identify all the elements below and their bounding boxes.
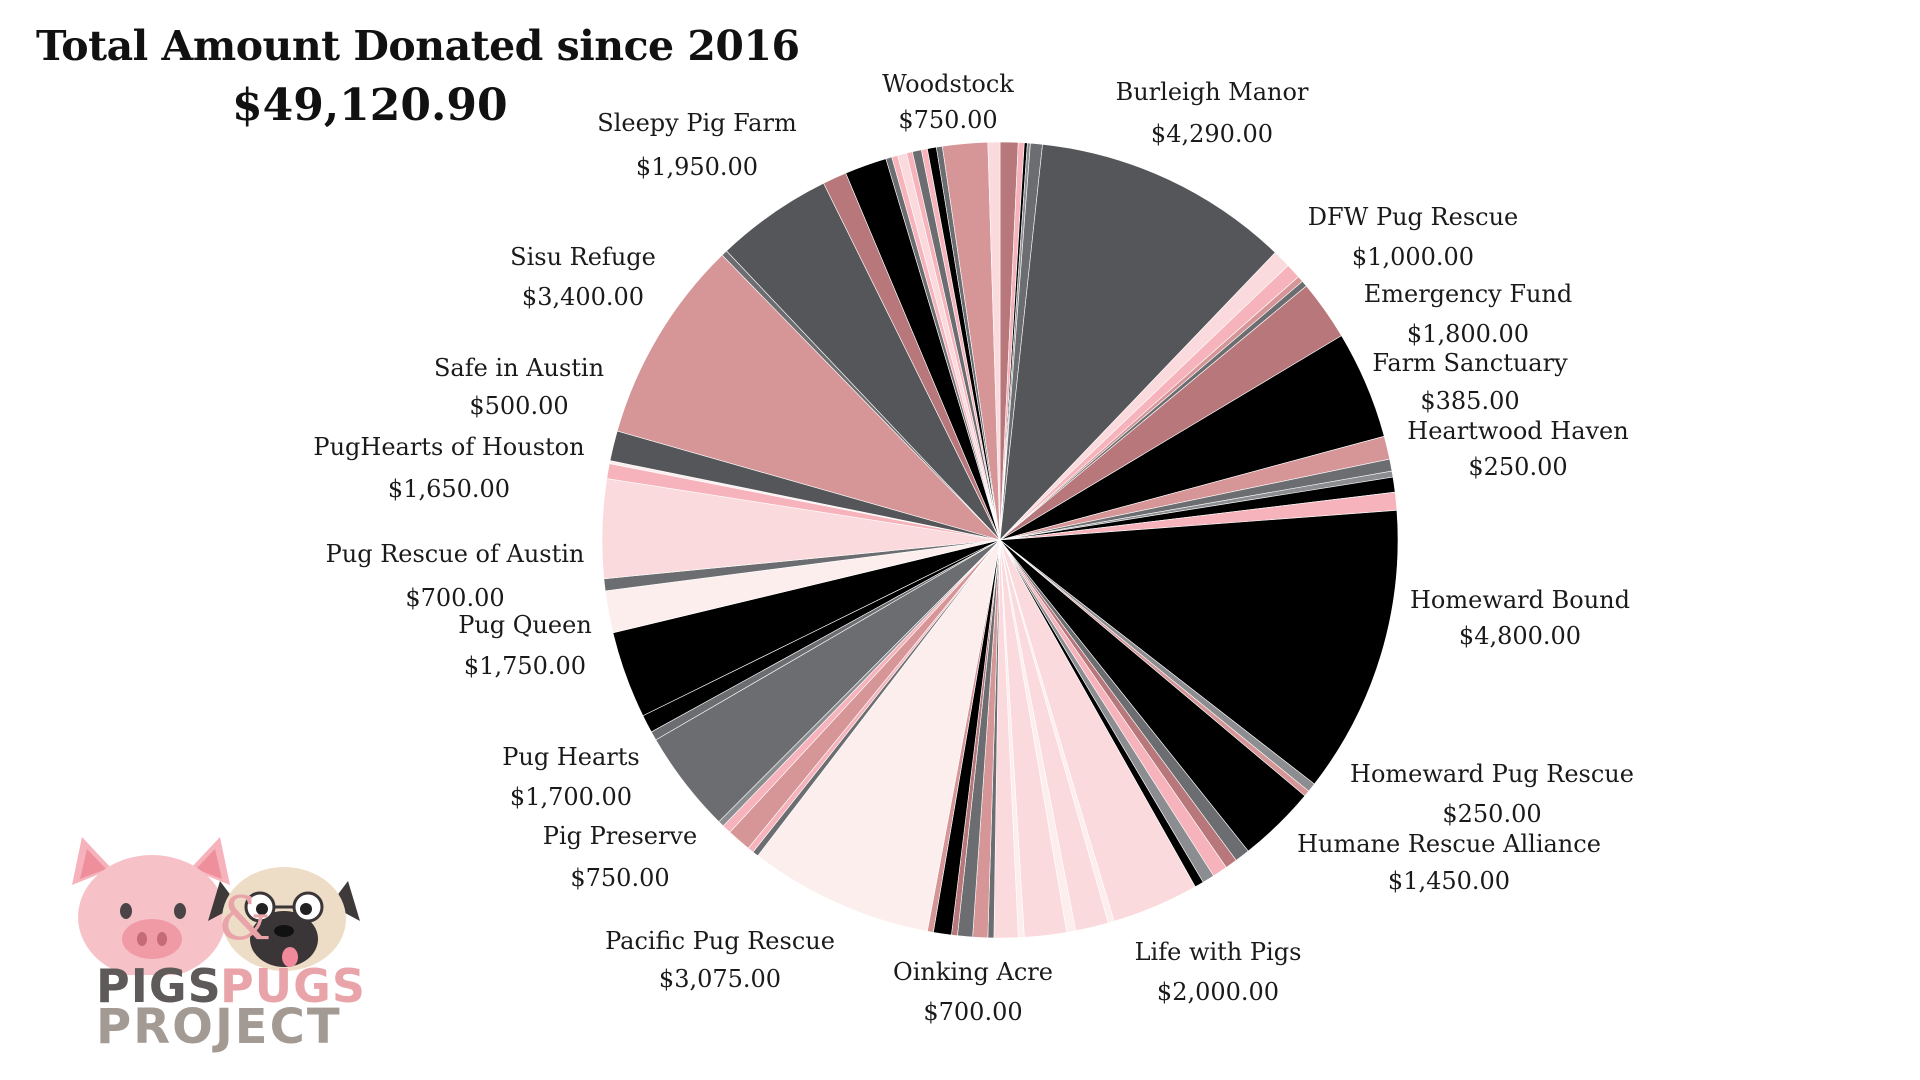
slice-name-heartwood-haven: Heartwood Haven xyxy=(1407,417,1628,445)
slice-name-burleigh-manor: Burleigh Manor xyxy=(1116,78,1309,106)
slice-name-oinking-acre: Oinking Acre xyxy=(893,958,1053,986)
slice-value-woodstock: $750.00 xyxy=(898,106,997,134)
pug-icon xyxy=(208,867,360,971)
slice-value-homeward-pug-rescue: $250.00 xyxy=(1442,800,1541,828)
slice-value-burleigh-manor: $4,290.00 xyxy=(1151,120,1273,148)
slice-value-pug-queen: $1,750.00 xyxy=(464,652,586,680)
slice-name-pug-rescue-of-austin: Pug Rescue of Austin xyxy=(326,540,585,568)
chart-title: Total Amount Donated since 2016 xyxy=(36,22,800,70)
slice-value-oinking-acre: $700.00 xyxy=(923,998,1022,1026)
slice-name-pig-preserve: Pig Preserve xyxy=(543,822,697,850)
slice-value-farm-sanctuary: $385.00 xyxy=(1420,387,1519,415)
slice-name-dfw-pug-rescue: DFW Pug Rescue xyxy=(1308,203,1518,231)
slice-name-pacific-pug-rescue: Pacific Pug Rescue xyxy=(605,927,835,955)
logo-ampersand: & xyxy=(218,884,273,954)
slice-name-pug-hearts: Pug Hearts xyxy=(502,743,639,771)
slice-name-life-with-pigs: Life with Pigs xyxy=(1135,938,1302,966)
pie-slice-burleigh-manor xyxy=(999,143,1276,541)
slice-name-homeward-bound: Homeward Bound xyxy=(1410,586,1630,614)
slice-name-humane-rescue-alliance: Humane Rescue Alliance xyxy=(1297,830,1601,858)
slice-value-humane-rescue-alliance: $1,450.00 xyxy=(1388,867,1510,895)
pie-slice-sisu-refuge xyxy=(616,254,1002,541)
slice-labels: Woodstock $750.00 Burleigh Manor $4,290.00 D… xyxy=(313,70,1634,1026)
slice-value-safe-in-austin: $500.00 xyxy=(469,392,568,420)
slice-value-homeward-bound: $4,800.00 xyxy=(1459,622,1581,650)
pigs-pugs-logo: & PIGS PUGS PROJECT xyxy=(70,835,370,1051)
slice-name-sisu-refuge: Sisu Refuge xyxy=(510,243,656,271)
total-amount: $49,120.90 xyxy=(232,80,508,131)
slice-value-pacific-pug-rescue: $3,075.00 xyxy=(659,965,781,993)
slice-value-pughearts-of-houston: $1,650.00 xyxy=(388,475,510,503)
slice-name-emergency-fund: Emergency Fund xyxy=(1364,280,1573,308)
slice-value-emergency-fund: $1,800.00 xyxy=(1407,320,1529,348)
slice-name-farm-sanctuary: Farm Sanctuary xyxy=(1372,349,1568,377)
logo-word-pigs: PIGS xyxy=(96,959,222,1013)
slice-value-dfw-pug-rescue: $1,000.00 xyxy=(1352,243,1474,271)
slice-value-pig-preserve: $750.00 xyxy=(570,864,669,892)
slice-value-sleepy-pig-farm: $1,950.00 xyxy=(636,153,758,181)
slice-value-pug-hearts: $1,700.00 xyxy=(510,783,632,811)
slice-name-homeward-pug-rescue: Homeward Pug Rescue xyxy=(1350,760,1634,788)
logo-illustration xyxy=(72,837,360,975)
logo-word-pugs: PUGS xyxy=(220,959,366,1013)
pie-slices xyxy=(601,141,1399,939)
slice-name-sleepy-pig-farm: Sleepy Pig Farm xyxy=(597,109,797,137)
slice-value-pug-rescue-of-austin: $700.00 xyxy=(405,584,504,612)
pie-slice-homeward-bound xyxy=(999,510,1399,785)
pie-slice-pacific-pug-rescue xyxy=(757,539,1001,932)
slice-value-heartwood-haven: $250.00 xyxy=(1468,453,1567,481)
pie-slice xyxy=(987,141,1001,541)
slice-name-pughearts-of-houston: PugHearts of Houston xyxy=(313,433,584,461)
pig-icon xyxy=(72,837,230,975)
logo-word-project: PROJECT xyxy=(96,999,342,1055)
slice-value-sisu-refuge: $3,400.00 xyxy=(522,283,644,311)
slice-name-pug-queen: Pug Queen xyxy=(458,611,592,639)
slice-value-life-with-pigs: $2,000.00 xyxy=(1157,978,1279,1006)
slice-name-safe-in-austin: Safe in Austin xyxy=(434,354,604,382)
slice-name-woodstock: Woodstock xyxy=(882,70,1014,98)
